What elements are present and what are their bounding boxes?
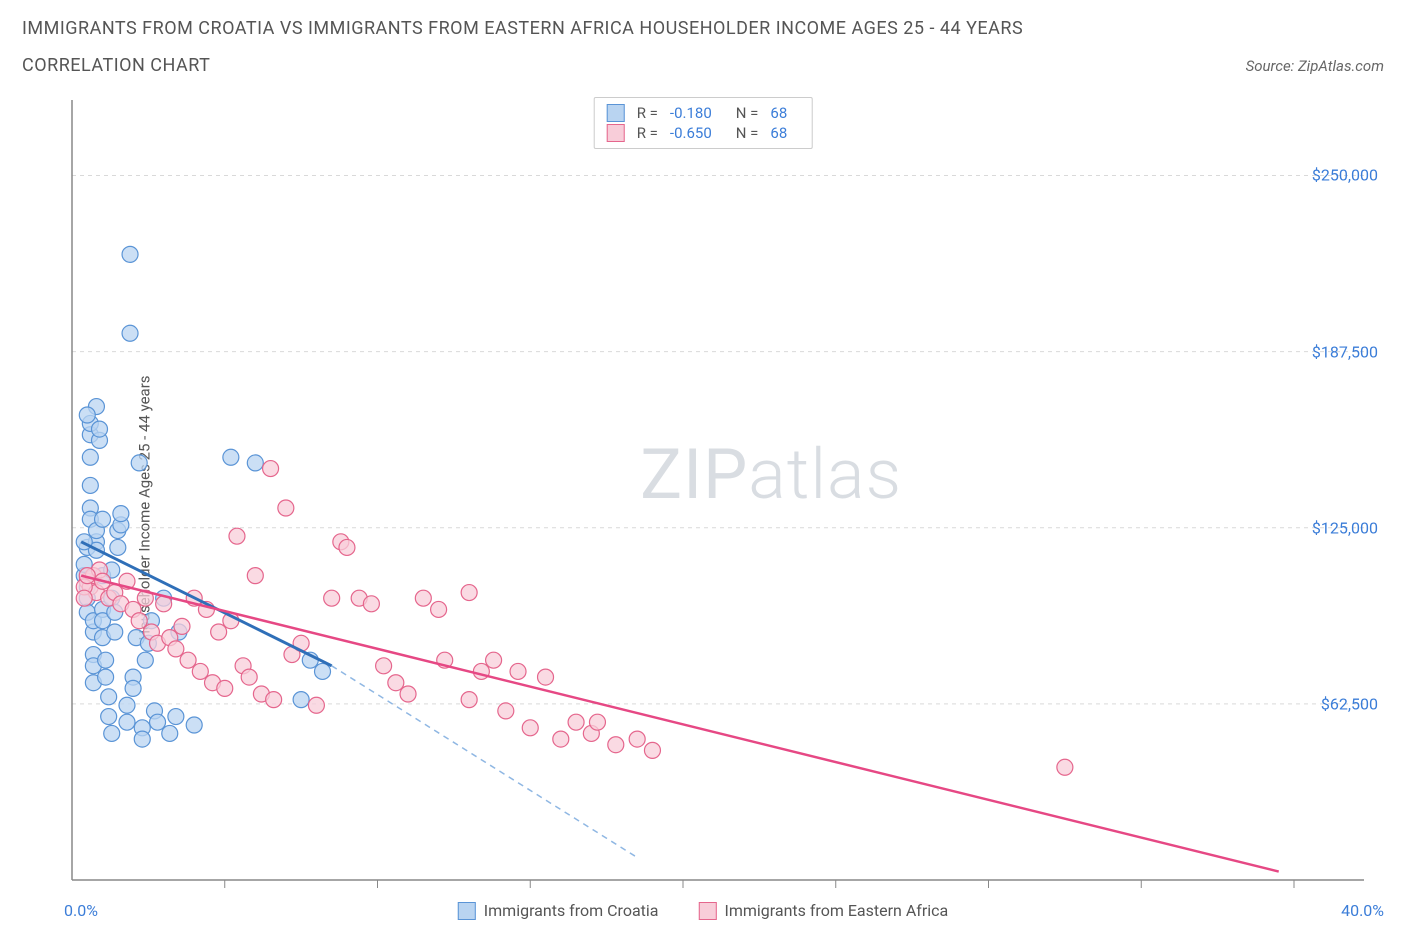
r-value-croatia: -0.180 [670, 104, 712, 122]
legend-item-croatia: Immigrants from Croatia [458, 901, 659, 920]
y-tick-label: $187,500 [1312, 342, 1378, 361]
x-axis-max: 40.0% [1341, 901, 1384, 920]
n-value-croatia: 68 [770, 104, 787, 122]
scatter-plot [62, 95, 1384, 920]
stats-legend: R = -0.180 N = 68 R = -0.650 N = 68 [594, 97, 813, 149]
chart-title: IMMIGRANTS FROM CROATIA VS IMMIGRANTS FR… [22, 18, 1384, 39]
legend-item-eastern-africa: Immigrants from Eastern Africa [698, 901, 948, 920]
stats-row-eastern-africa: R = -0.650 N = 68 [607, 124, 800, 142]
y-tick-label: $250,000 [1312, 166, 1378, 185]
chart-subtitle: CORRELATION CHART [22, 55, 210, 76]
y-tick-label: $125,000 [1312, 518, 1378, 537]
r-value-eastern-africa: -0.650 [670, 124, 712, 142]
n-value-eastern-africa: 68 [770, 124, 787, 142]
series-legend: Immigrants from Croatia Immigrants from … [458, 901, 948, 920]
chart-source: Source: ZipAtlas.com [1246, 57, 1384, 75]
stats-row-croatia: R = -0.180 N = 68 [607, 104, 800, 122]
chart-container: Householder Income Ages 25 - 44 years ZI… [22, 95, 1384, 920]
y-tick-label: $62,500 [1321, 694, 1378, 713]
swatch-eastern-africa [607, 124, 625, 142]
swatch-croatia [607, 104, 625, 122]
legend-label-croatia: Immigrants from Croatia [484, 901, 659, 920]
swatch-croatia-b [458, 902, 476, 920]
swatch-eastern-africa-b [698, 902, 716, 920]
legend-label-eastern-africa: Immigrants from Eastern Africa [724, 901, 948, 920]
x-axis-min: 0.0% [64, 901, 98, 920]
